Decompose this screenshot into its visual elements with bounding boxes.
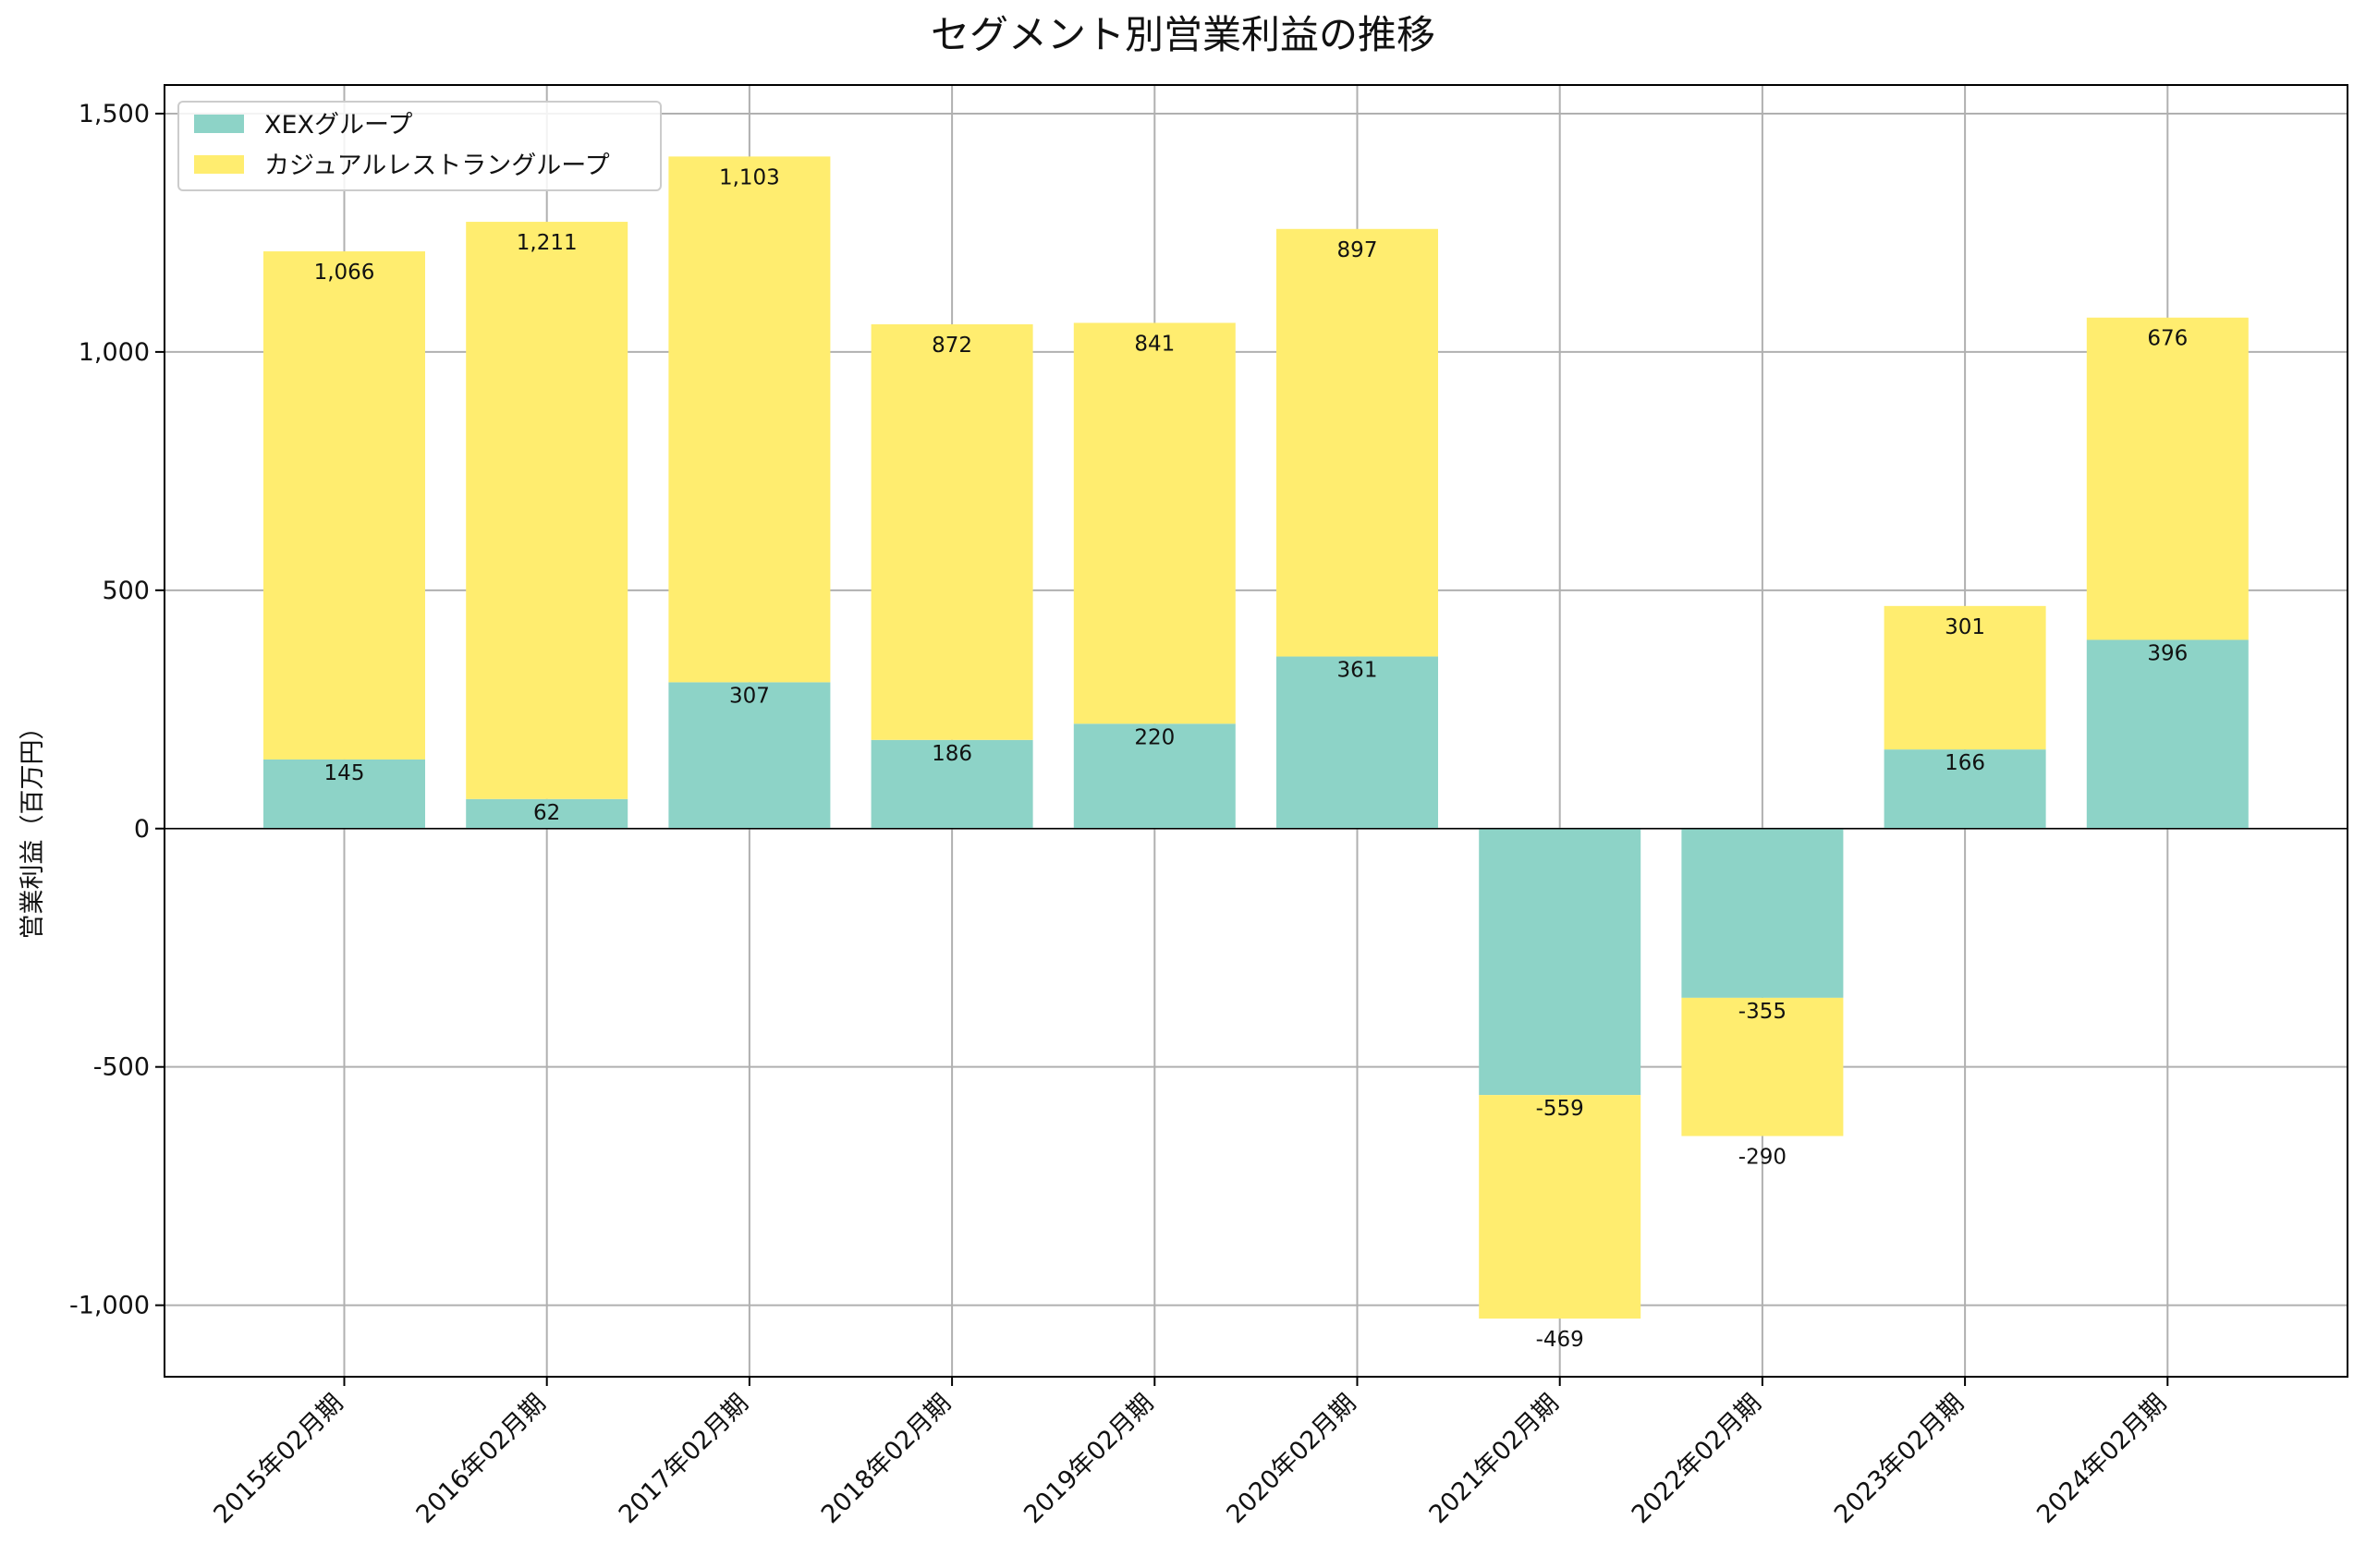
bar-xex — [1073, 723, 1236, 829]
x-tick-label: 2018年02月期 — [816, 1389, 957, 1529]
data-label-casual: -469 — [1536, 1328, 1584, 1352]
bar-xex — [1884, 749, 2046, 829]
y-tick-label: -500 — [93, 1053, 150, 1082]
bar-casual — [2086, 317, 2249, 640]
y-tick-label: 1,500 — [79, 100, 150, 128]
chart-title: セグメント別営業利益の推移 — [931, 12, 1435, 57]
data-label-casual: 1,066 — [314, 261, 375, 285]
x-tick-label: 2015年02月期 — [208, 1389, 348, 1529]
legend-swatch-casual — [194, 155, 244, 174]
x-tick-label: 2020年02月期 — [1221, 1389, 1361, 1529]
bar-xex — [466, 798, 628, 829]
bar-xex — [263, 759, 425, 829]
data-label-casual: 1,103 — [719, 165, 780, 189]
data-label-xex: 307 — [729, 684, 770, 708]
bar-casual — [1073, 322, 1236, 724]
legend-label-xex: XEXグループ — [264, 111, 412, 140]
x-tick-label: 2017年02月期 — [614, 1389, 754, 1529]
x-tick-label: 2023年02月期 — [1829, 1389, 1970, 1529]
data-label-casual: 301 — [1945, 615, 1985, 639]
data-label-xex: -355 — [1738, 1000, 1787, 1024]
data-label-casual: 841 — [1134, 332, 1175, 356]
bar-casual — [871, 323, 1033, 740]
plot-frame — [164, 84, 2348, 1378]
legend-swatch-xex — [194, 115, 244, 133]
data-label-xex: 220 — [1134, 725, 1175, 749]
bar-xex — [1276, 656, 1438, 829]
y-axis-label: 営業利益（百万円） — [18, 715, 47, 940]
data-label-xex: 145 — [324, 761, 365, 785]
x-tick-label: 2016年02月期 — [411, 1389, 552, 1529]
x-tick-label: 2022年02月期 — [1627, 1389, 1767, 1529]
data-label-casual: 897 — [1337, 238, 1378, 262]
data-label-xex: 186 — [932, 742, 972, 766]
bar-casual — [1276, 228, 1438, 657]
bar-casual — [1681, 997, 1844, 1136]
data-label-xex: 361 — [1337, 659, 1378, 683]
x-tick-label: 2021年02月期 — [1424, 1389, 1565, 1529]
data-label-casual: 1,211 — [517, 231, 578, 255]
bar-xex — [2086, 639, 2249, 829]
legend: XEXグループ カジュアルレストラングループ — [177, 101, 662, 191]
bar-xex — [871, 739, 1033, 829]
bar-casual — [668, 156, 831, 683]
bar-casual — [1884, 605, 2046, 750]
legend-frame — [177, 101, 662, 191]
y-tick-label: 500 — [102, 577, 150, 605]
y-axis-ticks: -1,000 -500 0 500 1,000 1,500 — [69, 100, 165, 1320]
legend-label-casual: カジュアルレストラングループ — [264, 152, 610, 180]
data-labels: 145 1,066 62 1,211 307 1,103 186 872 220 841 361 89… — [314, 165, 2189, 1352]
data-label-casual: 676 — [2147, 327, 2188, 351]
y-tick-label: 1,000 — [79, 338, 150, 367]
bars — [263, 156, 2249, 1319]
data-label-xex: -559 — [1536, 1097, 1584, 1121]
data-label-casual: -290 — [1738, 1145, 1787, 1169]
bar-xex — [1479, 828, 1641, 1096]
bar-xex — [1681, 828, 1844, 998]
bar-casual — [263, 251, 425, 760]
x-axis-ticks: 2015年02月期 2016年02月期 2017年02月期 2018年02月期 2019… — [208, 1377, 2172, 1529]
data-label-xex: 166 — [1945, 751, 1985, 775]
y-tick-label: 0 — [134, 815, 150, 844]
bar-casual — [466, 222, 628, 799]
x-tick-label: 2024年02月期 — [2031, 1389, 2172, 1529]
x-tick-label: 2019年02月期 — [1018, 1389, 1159, 1529]
bar-casual — [1479, 1095, 1641, 1319]
data-label-casual: 872 — [932, 334, 972, 358]
y-tick-label: -1,000 — [69, 1292, 150, 1320]
bar-xex — [668, 682, 831, 829]
data-label-xex: 62 — [533, 801, 560, 825]
data-label-xex: 396 — [2147, 641, 2188, 665]
